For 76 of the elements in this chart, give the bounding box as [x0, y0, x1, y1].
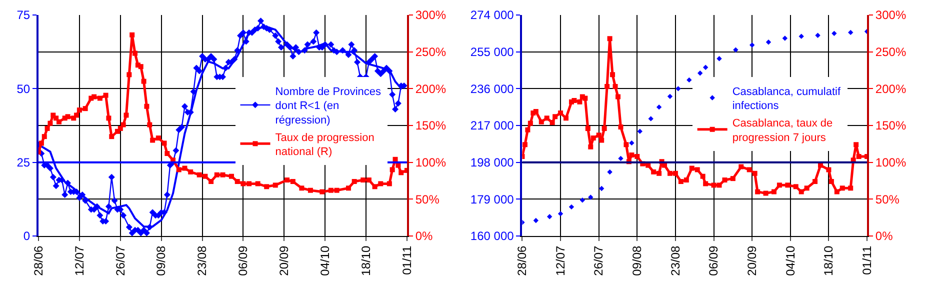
y2-tick-label: 100%	[415, 156, 446, 170]
y-tick-label: 236 000	[470, 82, 514, 96]
y2-tick-label: 300%	[875, 8, 906, 22]
y2-tick-label: 200%	[415, 82, 446, 96]
point	[656, 104, 662, 110]
x-tick-label: 12/07	[72, 245, 86, 276]
point	[815, 32, 820, 38]
y-tick-label: 75	[16, 8, 30, 22]
point	[832, 30, 837, 36]
x-tick-label: 23/08	[195, 245, 210, 276]
x-tick-label: 06/09	[706, 245, 721, 276]
x-tick-label: 04/10	[318, 245, 332, 276]
y-tick-label: 0	[23, 229, 30, 244]
y2-tick-label: 50%	[875, 192, 900, 206]
point	[546, 214, 552, 220]
x-tick-label: 18/10	[358, 245, 373, 276]
legend-label: Casablanca, taux de progression 7 jours	[732, 118, 833, 144]
y2-tick-label: 150%	[415, 118, 446, 133]
x-tick-label: 04/10	[783, 245, 798, 276]
x-tick-label: 06/09	[236, 245, 250, 276]
legend-label: Nombre de Provinces dont R<1 (en régression)	[275, 86, 382, 127]
y-tick-label: 217 000	[470, 118, 514, 133]
x-tick-label: 09/08	[630, 245, 644, 276]
y-tick-label: 25	[16, 156, 30, 170]
point	[588, 194, 594, 200]
y2-tick-label: 0%	[875, 229, 894, 244]
point	[676, 86, 681, 92]
point	[697, 70, 703, 76]
point	[607, 169, 612, 175]
point	[716, 56, 722, 62]
y2-tick-label: 250%	[875, 45, 906, 60]
x-tick-label: 28/06	[515, 245, 530, 276]
y-tick-label: 274 000	[470, 8, 514, 22]
x-tick-label: 26/07	[592, 245, 606, 276]
point	[782, 36, 788, 41]
point	[629, 140, 634, 146]
x-tick-label: 28/06	[31, 245, 46, 276]
y-tick-label: 160 000	[470, 229, 514, 244]
y2-tick-label: 0%	[415, 229, 434, 244]
y2-tick-label: 150%	[875, 118, 906, 133]
y-tick-label: 179 000	[470, 192, 514, 206]
point	[702, 64, 708, 70]
x-tick-label: 01/11	[400, 245, 414, 275]
point	[848, 30, 854, 36]
x-tick-label: 18/10	[822, 245, 836, 276]
y2-tick-label: 200%	[875, 82, 906, 96]
x-tick-label: 01/11	[860, 245, 874, 275]
x-tick-label: 26/07	[113, 245, 128, 276]
point	[558, 211, 564, 216]
point	[648, 116, 654, 122]
y2-tick-label: 50%	[415, 192, 440, 206]
legend-label: Casablanca, cumulatif infections	[732, 86, 842, 112]
legend-label: Taux de progression national (R)	[275, 132, 374, 158]
y2-tick-label: 250%	[415, 45, 446, 60]
point	[618, 156, 624, 162]
point	[533, 218, 539, 224]
x-tick-label: 20/09	[277, 245, 292, 276]
point	[667, 94, 673, 100]
point	[798, 34, 804, 39]
point	[766, 40, 772, 45]
point	[686, 77, 692, 83]
y-tick-label: 50	[16, 82, 30, 96]
y-tick-label: 255 000	[470, 45, 514, 60]
x-tick-label: 09/08	[154, 245, 168, 276]
y-tick-label: 198 000	[470, 156, 514, 170]
point	[580, 198, 586, 203]
x-tick-label: 20/09	[744, 245, 759, 276]
point	[568, 204, 574, 210]
point	[637, 128, 642, 134]
y2-tick-label: 100%	[875, 156, 906, 170]
point	[733, 47, 738, 52]
y2-tick-label: 300%	[415, 8, 446, 22]
point	[598, 186, 604, 192]
x-tick-label: 12/07	[553, 245, 568, 276]
point	[749, 42, 755, 48]
x-tick-label: 23/08	[668, 245, 682, 276]
